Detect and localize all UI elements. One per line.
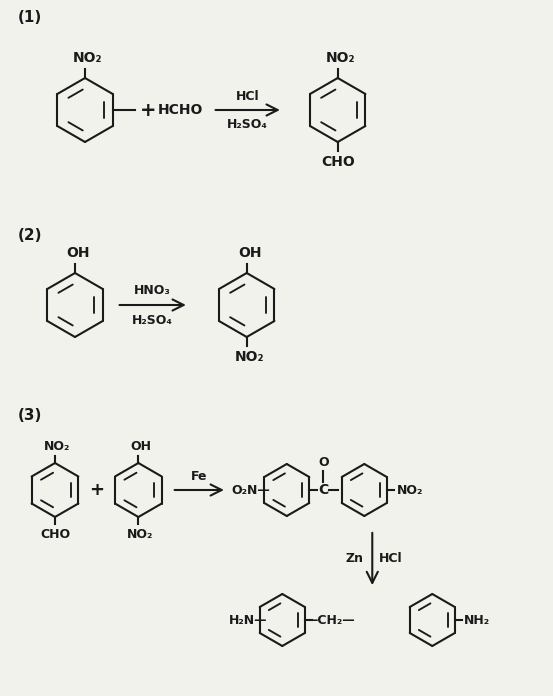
Text: O₂N—: O₂N— [231,484,270,496]
Text: (3): (3) [18,407,43,422]
Text: NO₂: NO₂ [397,484,423,496]
Text: OH: OH [130,439,151,452]
Text: CHO: CHO [40,528,70,541]
Text: OH: OH [238,246,262,260]
Text: HCl: HCl [236,90,259,102]
Text: C: C [318,483,328,497]
Text: NO₂: NO₂ [235,350,264,364]
Text: NO₂: NO₂ [44,439,70,452]
Text: Zn: Zn [345,553,363,565]
Text: HNO₃: HNO₃ [134,285,171,297]
Text: CHO: CHO [321,155,354,169]
Text: +: + [139,100,156,120]
Text: NO₂: NO₂ [326,51,356,65]
Text: (2): (2) [18,228,43,242]
Text: H₂SO₄: H₂SO₄ [132,313,173,326]
Text: NO₂: NO₂ [127,528,154,541]
Text: —CH₂—: —CH₂— [305,613,354,626]
Text: H₂N—: H₂N— [229,613,268,626]
Text: HCHO: HCHO [158,103,204,117]
Text: OH: OH [66,246,90,260]
Text: Fe: Fe [191,470,207,484]
Text: H₂SO₄: H₂SO₄ [227,118,268,132]
Text: NH₂: NH₂ [464,613,490,626]
Text: HCl: HCl [378,553,402,565]
Text: +: + [89,481,104,499]
Text: NO₂: NO₂ [73,51,103,65]
Text: O: O [318,457,328,470]
Text: (1): (1) [18,10,42,26]
